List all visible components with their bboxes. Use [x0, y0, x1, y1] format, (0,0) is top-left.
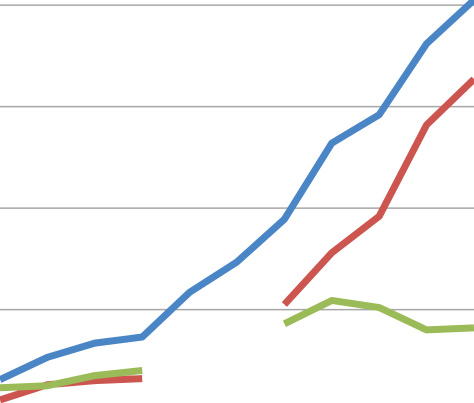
series-line [0, 0, 474, 383]
series-line [0, 296, 474, 392]
